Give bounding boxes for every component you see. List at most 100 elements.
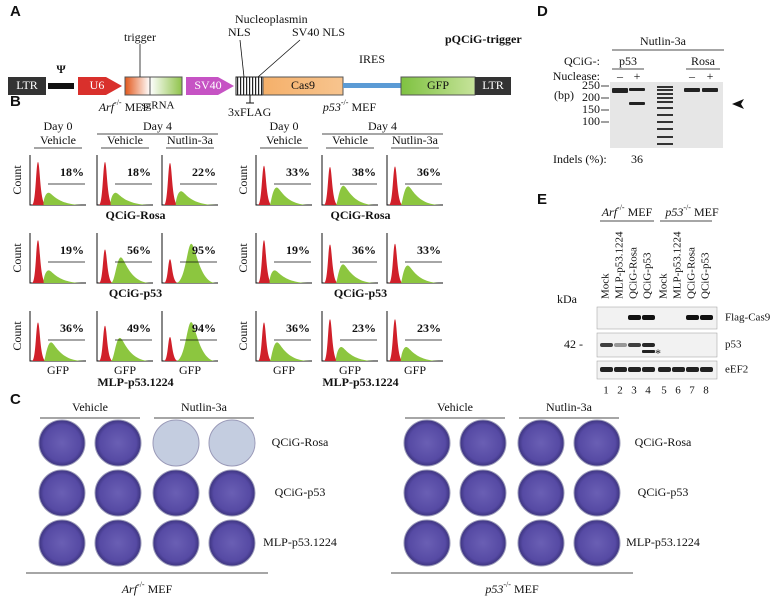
ltr-box	[8, 77, 46, 95]
count-label: Count	[236, 243, 250, 273]
ires-line	[343, 83, 401, 88]
band	[686, 367, 699, 372]
gene: p53	[322, 100, 341, 114]
qcig-label: QCiG-:	[564, 54, 600, 68]
histogram-red	[32, 162, 46, 205]
histogram-red	[258, 322, 272, 361]
percent-label: 94%	[192, 321, 216, 335]
asterisk: *	[655, 346, 661, 360]
row-label: QCiG-Rosa	[635, 435, 692, 449]
row-label: QCiG-Rosa	[331, 208, 391, 222]
plate	[38, 519, 86, 567]
ladder-band	[657, 114, 673, 116]
x-axis-label: GFP	[114, 363, 136, 377]
row-label: MLP-p53.1224	[322, 375, 398, 389]
percent-label: 36%	[60, 321, 84, 335]
plate	[573, 419, 621, 467]
indels-value: 36	[631, 152, 643, 166]
lane-number: 2	[617, 385, 623, 397]
plate	[517, 469, 565, 517]
row-label: QCiG-p53	[109, 286, 162, 300]
day-label: Day 4	[143, 119, 172, 133]
row-label: QCiG-Rosa	[106, 208, 166, 222]
percent-label: 56%	[127, 243, 151, 257]
ltr-box	[475, 77, 511, 95]
band	[658, 367, 671, 372]
blot-label: eEF2	[725, 364, 748, 376]
percent-label: 23%	[417, 321, 441, 335]
plate	[459, 469, 507, 517]
histogram-red	[324, 167, 338, 205]
lane-label: QCiG-p53	[700, 252, 712, 299]
histogram-green	[336, 264, 376, 283]
histogram-green	[401, 186, 441, 205]
ladder-band	[657, 136, 673, 138]
histogram-green	[111, 337, 151, 361]
plate	[517, 419, 565, 467]
ladder-band	[657, 101, 673, 103]
percent-label: 19%	[286, 243, 310, 257]
count-label: Count	[236, 165, 250, 195]
panel-label: D	[537, 3, 548, 20]
histogram-red	[164, 337, 178, 361]
percent-label: 19%	[60, 243, 84, 257]
plate	[208, 469, 256, 517]
lane-label: MLP-p53.1224	[672, 231, 684, 299]
plate	[38, 469, 86, 517]
rule	[257, 39, 301, 78]
plate	[38, 419, 86, 467]
band	[672, 367, 685, 372]
group-footer: Arf-/- MEF	[121, 580, 173, 596]
band	[628, 343, 641, 347]
percent-label: 18%	[127, 165, 151, 179]
genotype: -/-	[503, 580, 511, 589]
percent-label: 36%	[352, 243, 376, 257]
condition-label: Vehicle	[332, 133, 368, 147]
sgrna-label: sgRNA	[141, 100, 174, 112]
lane-number: 3	[631, 385, 637, 397]
ladder-band	[657, 143, 673, 145]
band	[642, 343, 655, 347]
plate	[152, 519, 200, 567]
row-label: MLP-p53.1224	[97, 375, 173, 389]
panel-label: A	[10, 3, 21, 20]
lane-label: QCiG-Rosa	[628, 247, 640, 299]
band	[629, 88, 645, 91]
band	[642, 350, 655, 353]
kda-label: kDa	[557, 292, 578, 306]
band	[628, 315, 641, 320]
plate	[208, 519, 256, 567]
indels-label: Indels (%):	[553, 152, 607, 166]
lane-number: 4	[645, 385, 651, 397]
count-label: Count	[10, 165, 24, 195]
ltr-label: LTR	[482, 78, 504, 92]
plate	[94, 519, 142, 567]
ladder-band	[657, 89, 673, 91]
band	[612, 88, 628, 93]
histogram-green	[270, 342, 310, 361]
psi-label: Ψ	[56, 62, 66, 76]
histogram-green	[43, 270, 84, 283]
nuclease-sign: +	[707, 69, 714, 83]
count-label: Count	[10, 243, 24, 273]
u6-label: U6	[90, 78, 105, 92]
condition-label: Nutlin-3a	[181, 400, 228, 414]
histogram-green	[44, 342, 84, 361]
nuclease-sign: –	[688, 69, 696, 83]
sgrna-box	[149, 76, 183, 96]
condition-label: Nutlin-3a	[546, 400, 593, 414]
trigger-box	[124, 76, 151, 96]
condition-label: Vehicle	[107, 133, 143, 147]
plate	[573, 469, 621, 517]
genotype: -/-	[341, 98, 349, 107]
histogram-green	[176, 322, 216, 361]
histogram-green	[175, 191, 216, 205]
histogram-green	[111, 257, 151, 283]
ltr-label: LTR	[16, 78, 38, 92]
treatment-label: Nutlin-3a	[640, 34, 687, 48]
cell: MEF	[694, 205, 719, 219]
nls-box	[235, 76, 264, 96]
cell: MEF	[148, 582, 173, 596]
histogram-red	[99, 249, 113, 283]
condition-label: Vehicle	[266, 133, 302, 147]
